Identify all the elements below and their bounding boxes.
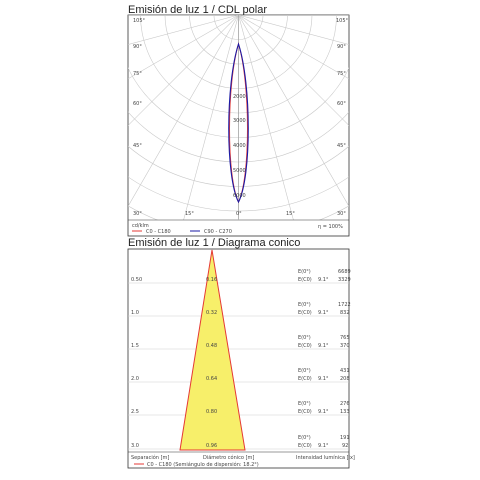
- polar-chart-title: Emisión de luz 1 / CDL polar: [128, 4, 267, 16]
- row-angle: 9.1°: [318, 376, 329, 382]
- angle-label-bottom-30-left: 30°: [133, 211, 142, 217]
- angle-label-bottom-15-left: 15°: [185, 211, 194, 217]
- illuminance-row: E(0°) E(C0) 9.1° 276 133: [298, 401, 350, 415]
- legend-label-c0-c180: C0 - C180: [146, 229, 171, 235]
- row-value-e0: 191: [340, 435, 350, 441]
- angle-label-right-45: 45°: [337, 143, 346, 149]
- polar-grid-spoke: [238, 15, 349, 80]
- row-value-ec0: 832: [340, 310, 350, 316]
- row-angle: 9.1°: [318, 343, 329, 349]
- angle-label-left-60: 60°: [133, 101, 142, 107]
- illuminance-row: E(0°) E(C0) 9.1° 191 92: [298, 435, 350, 449]
- cone-distance-lines: [128, 282, 349, 450]
- row-value-e0: 276: [340, 401, 350, 407]
- distance-label-0.5: 0.50: [131, 277, 142, 283]
- footer-separation-label: Separación [m]: [131, 454, 169, 461]
- row-label-e0: E(0°): [298, 335, 311, 341]
- row-value-e0: 6689: [338, 269, 351, 275]
- distance-label-2.0: 2.0: [131, 376, 139, 382]
- diameter-label-0.80: 0.80: [206, 409, 217, 415]
- row-value-ec0: 133: [340, 409, 350, 415]
- diameter-label-0.64: 0.64: [206, 376, 217, 382]
- row-label-e0: E(0°): [298, 401, 311, 407]
- polar-grid-spoke: [238, 15, 349, 126]
- angle-label-left-105: 105°: [133, 18, 146, 24]
- light-cone-shape: [179, 249, 246, 451]
- cone-legend-label: C0 - C180 (Semiángulo de dispersión: 18.…: [147, 461, 259, 468]
- angle-label-right-75: 75°: [337, 71, 346, 77]
- angle-label-bottom-15-right: 15°: [286, 211, 295, 217]
- illuminance-row: E(0°) E(C0) 9.1° 1722 832: [298, 302, 351, 316]
- diameter-label-0.48: 0.48: [206, 343, 217, 349]
- row-label-e0: E(0°): [298, 269, 311, 275]
- polar-grid-spoke: [238, 15, 294, 220]
- polar-grid-spoke: [128, 15, 239, 207]
- distance-label-1.0: 1.0: [131, 310, 139, 316]
- row-value-e0: 431: [340, 368, 350, 374]
- angle-label-right-60: 60°: [337, 101, 346, 107]
- row-angle: 9.1°: [318, 277, 329, 283]
- footer-intensity-label: Intensidad lumínica [lx]: [296, 454, 355, 461]
- row-value-e0: 1722: [338, 302, 351, 308]
- row-label-e0: E(0°): [298, 368, 311, 374]
- polar-grid-spoke: [238, 15, 349, 45]
- row-angle: 9.1°: [318, 310, 329, 316]
- polar-grid-spoke: [183, 15, 239, 220]
- polar-grid-spoke: [128, 15, 239, 80]
- diameter-label-0.96: 0.96: [206, 443, 217, 449]
- angle-label-left-45: 45°: [133, 143, 142, 149]
- polar-grid-spoke: [238, 15, 349, 207]
- illuminance-row: E(0°) E(C0) 9.1° 765 370: [298, 335, 350, 349]
- polar-grid: [128, 15, 349, 220]
- polar-grid-spoke: [128, 15, 239, 45]
- cone-chart-title: Emisión de luz 1 / Diagrama conico: [128, 237, 301, 249]
- row-label-ec0: E(C0): [298, 310, 312, 316]
- radial-label-2000: 2000: [233, 94, 246, 100]
- row-value-ec0: 92: [342, 443, 348, 449]
- diameter-label-0.16: 0.16: [206, 277, 217, 283]
- row-angle: 9.1°: [318, 443, 329, 449]
- distance-label-2.5: 2.5: [131, 409, 139, 415]
- row-value-ec0: 208: [340, 376, 350, 382]
- radial-label-4000: 4000: [233, 143, 246, 149]
- angle-label-right-105: 105°: [336, 18, 349, 24]
- radial-label-3000: 3000: [233, 118, 246, 124]
- radial-label-6000: 6000: [233, 193, 246, 199]
- polar-grid-spoke: [128, 15, 239, 126]
- polar-unit-label: cd/klm: [132, 223, 149, 229]
- angle-label-left-90: 90°: [133, 44, 142, 50]
- distance-label-1.5: 1.5: [131, 343, 139, 349]
- angle-label-left-75: 75°: [133, 71, 142, 77]
- legend-label-c90-c270: C90 - C270: [204, 229, 232, 235]
- diameter-label-0.32: 0.32: [206, 310, 217, 316]
- row-label-ec0: E(C0): [298, 343, 312, 349]
- row-label-ec0: E(C0): [298, 376, 312, 382]
- row-value-e0: 765: [340, 335, 350, 341]
- efficiency-label: η = 100%: [318, 224, 343, 230]
- row-label-e0: E(0°): [298, 302, 311, 308]
- row-label-ec0: E(C0): [298, 443, 312, 449]
- illuminance-row: E(0°) E(C0) 9.1° 6689 3329: [298, 269, 351, 283]
- illuminance-row: E(0°) E(C0) 9.1° 431 208: [298, 368, 350, 382]
- angle-label-bottom-0: 0°: [236, 211, 242, 217]
- angle-label-right-90: 90°: [337, 44, 346, 50]
- polar-curve-c90-c270: [228, 42, 249, 204]
- row-value-ec0: 370: [340, 343, 350, 349]
- footer-diameter-label: Diámetro cónico [m]: [203, 454, 254, 461]
- row-label-ec0: E(C0): [298, 277, 312, 283]
- angle-label-bottom-30-right: 30°: [337, 211, 346, 217]
- row-value-ec0: 3329: [338, 277, 351, 283]
- radial-label-5000: 5000: [233, 168, 246, 174]
- row-angle: 9.1°: [318, 409, 329, 415]
- row-label-e0: E(0°): [298, 435, 311, 441]
- distance-label-3.0: 3.0: [131, 443, 139, 449]
- row-label-ec0: E(C0): [298, 409, 312, 415]
